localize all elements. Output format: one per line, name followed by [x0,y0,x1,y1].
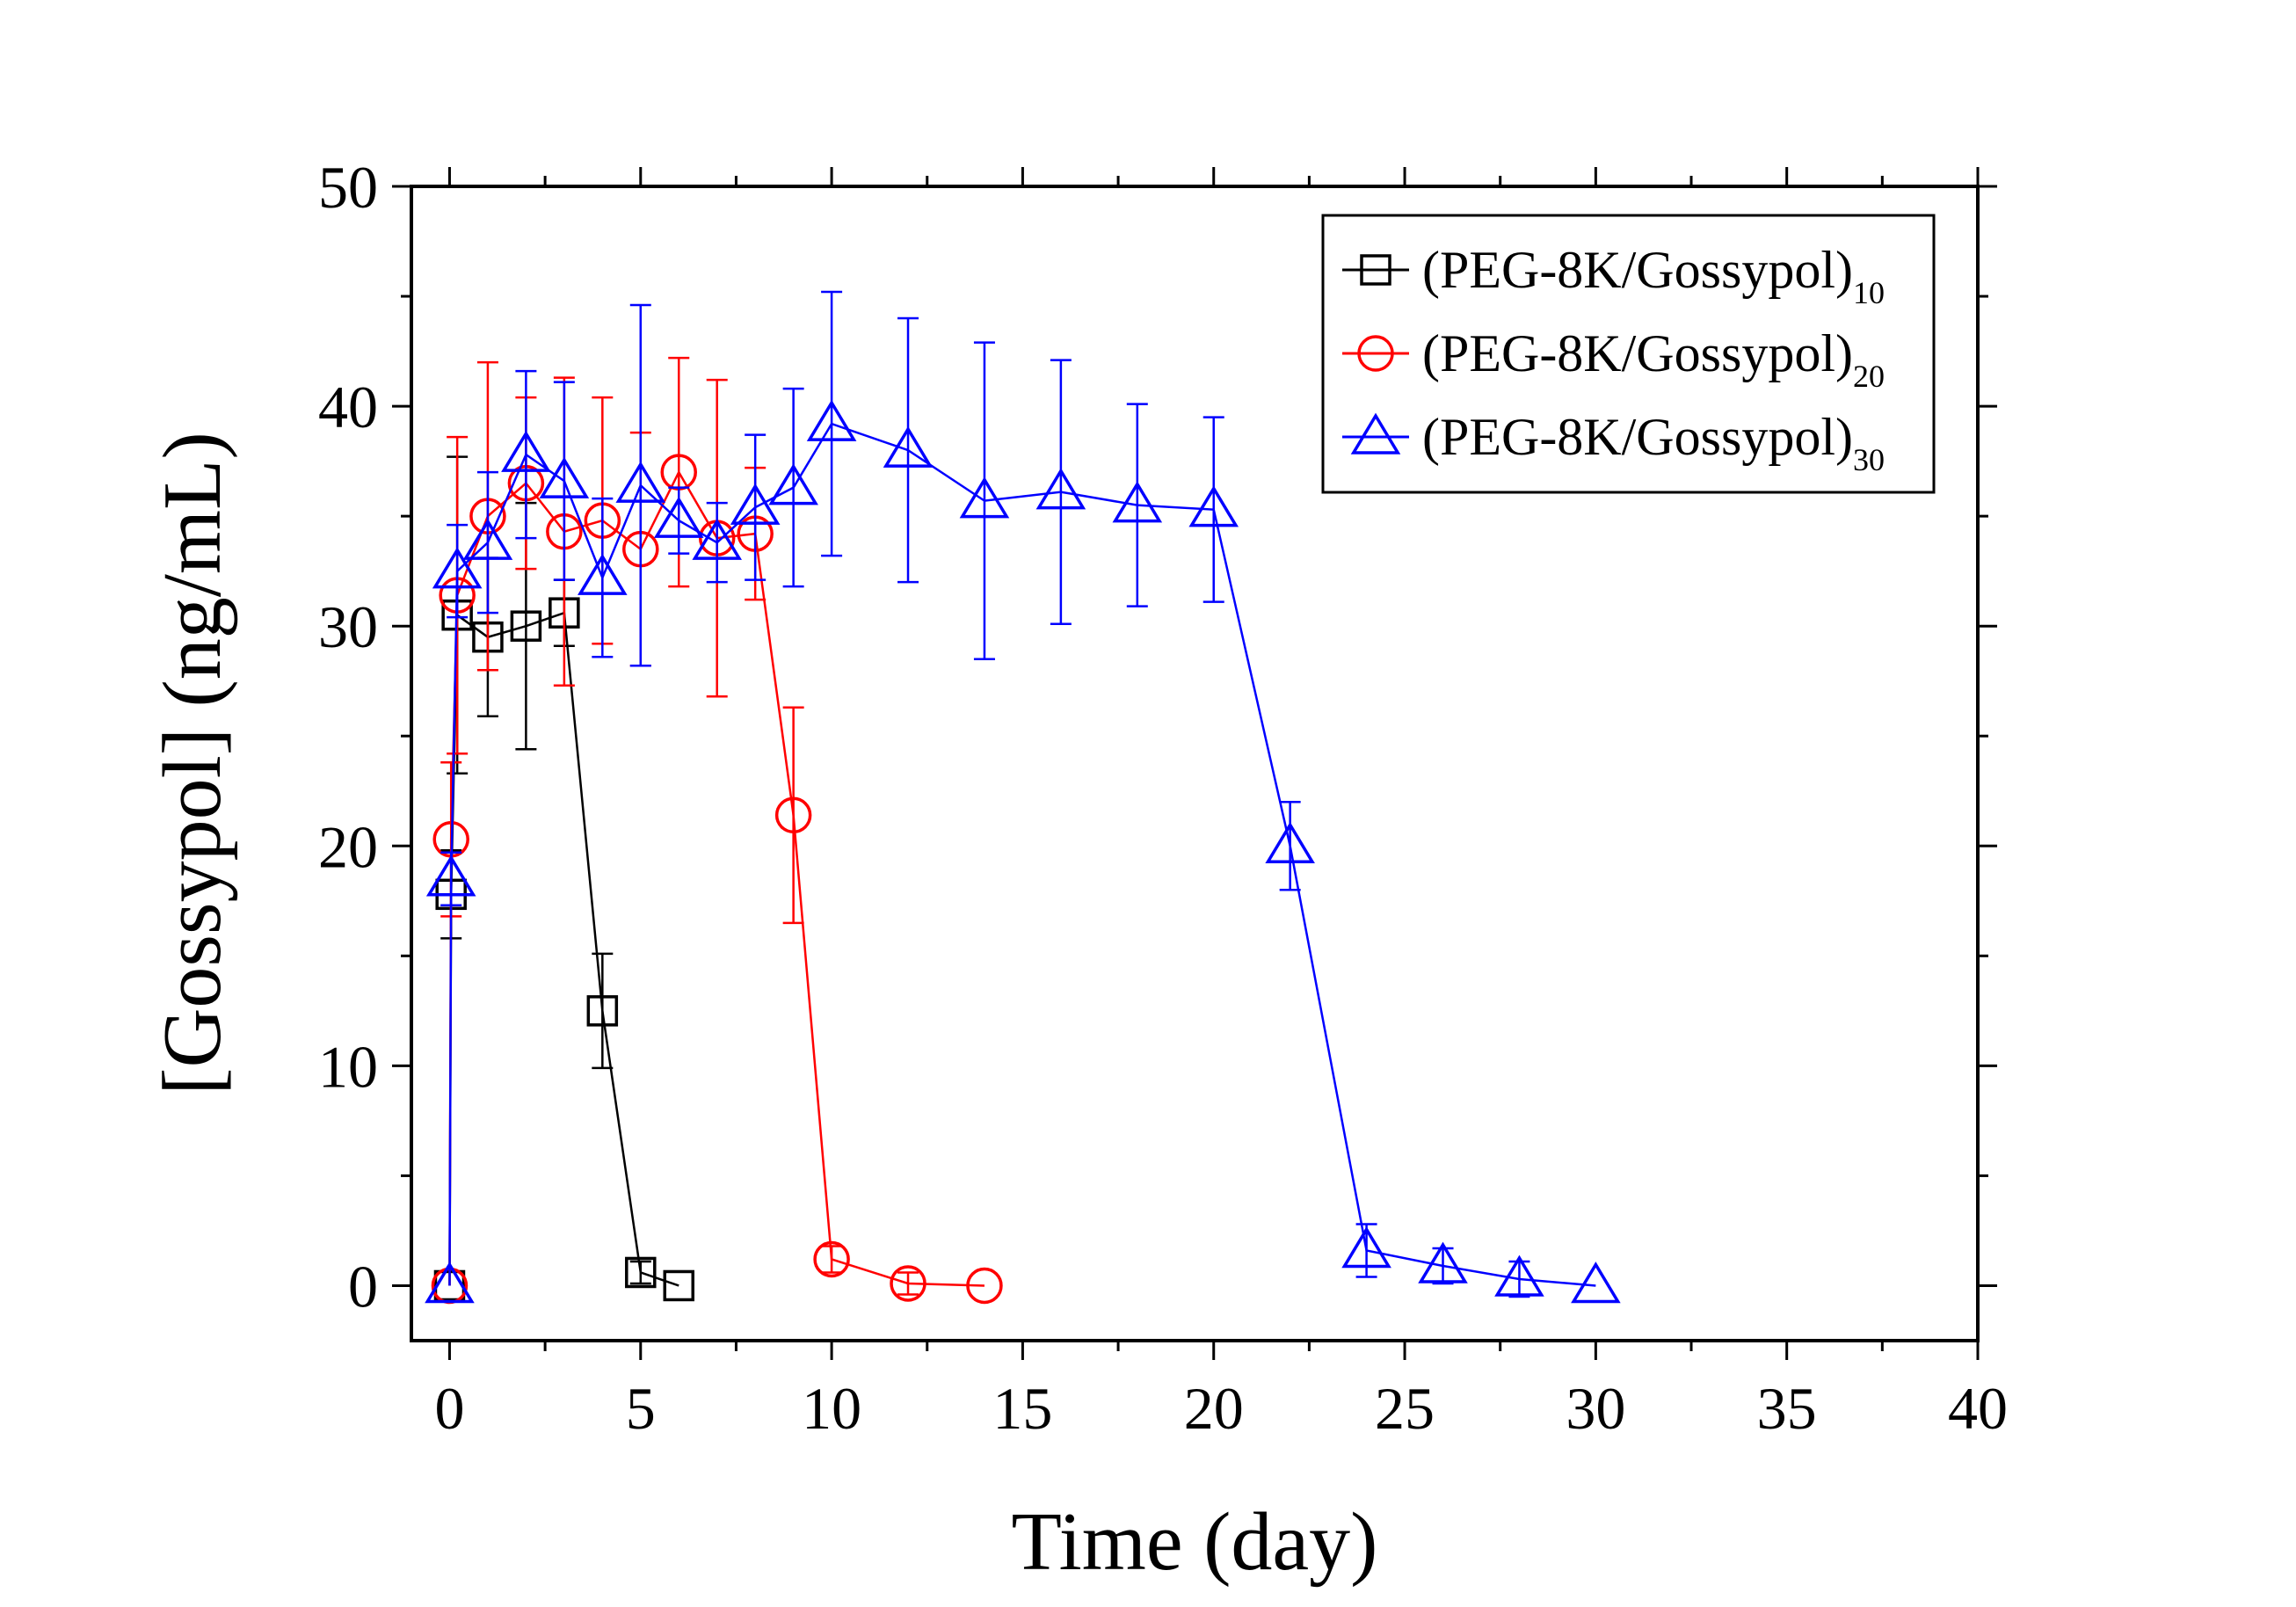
data-point [578,553,628,595]
data-point [1494,1254,1544,1297]
data-point [653,496,704,538]
legend-item: (PEG-8K/Gossypol)30 [1342,408,1885,477]
axis-ticks [392,167,1997,1360]
data-point [501,430,551,472]
x-tick-label: 35 [1757,1375,1817,1442]
data-point [625,1256,657,1289]
legend-label-subscript: 20 [1853,359,1885,394]
data-point [1035,468,1086,510]
data-point [890,1265,926,1302]
x-tick-label: 40 [1948,1375,2008,1442]
data-point [663,1269,694,1302]
legend-label: (PEG-8K/Gossypol)10 [1422,241,1885,310]
x-tick-label: 20 [1184,1375,1244,1442]
legend-label-text: (PEG-8K/Gossypol) [1422,241,1853,299]
data-point [692,518,742,560]
legend-marker [1357,335,1394,372]
x-tick-label: 15 [992,1375,1052,1442]
data-point [432,547,483,589]
legend-label: (PEG-8K/Gossypol)20 [1422,324,1885,394]
y-tick-label: 10 [318,1033,378,1100]
data-point [1418,1241,1468,1283]
series-line [448,611,679,1287]
data-point [539,456,590,498]
legend-marker [1350,412,1401,454]
data-point [1112,481,1163,523]
data-point [806,399,857,441]
legend-label-subscript: 30 [1853,442,1885,477]
y-tick-label: 20 [318,813,378,880]
data-point [774,796,812,834]
data-point [1571,1262,1621,1304]
legend: (PEG-8K/Gossypol)10(PEG-8K/Gossypol)20(P… [1321,214,1936,494]
x-tick-label: 5 [626,1375,656,1442]
data-point [586,995,619,1027]
data-point [883,425,934,468]
legend-marker [1360,254,1391,286]
series-20 [431,356,1003,1305]
legend-label-text: (PEG-8K/Gossypol) [1422,324,1853,382]
legend-item: (PEG-8K/Gossypol)10 [1342,241,1885,310]
legend-label-subscript: 10 [1853,275,1885,310]
data-point [1188,485,1239,527]
y-tick-label: 50 [318,154,378,221]
plot-frame [410,185,1980,1342]
y-tick-label: 0 [348,1253,378,1320]
data-layer [425,290,1621,1305]
y-tick-label: 40 [318,374,378,440]
data-point [966,1267,1003,1305]
data-point [1341,1226,1391,1269]
legend-label-text: (PEG-8K/Gossypol) [1422,408,1853,466]
data-point [959,476,1010,519]
x-axis-title: Time (day) [1012,1496,1378,1588]
data-point [768,463,818,505]
data-point [425,854,476,897]
x-tick-label: 10 [802,1375,861,1442]
data-point [730,483,781,525]
series-30 [425,290,1621,1304]
data-point [615,461,666,503]
axis-labels: 0 5 10 15 20 25 30 35 40 0 10 20 30 40 50 [318,154,2008,1442]
x-tick-label: 0 [434,1375,464,1442]
y-axis-title: [Gossypol] (ng/mL) [147,432,238,1095]
data-point [510,610,542,642]
x-tick-label: 30 [1566,1375,1625,1442]
x-tick-label: 25 [1375,1375,1435,1442]
series-line [448,422,1596,1287]
legend-item: (PEG-8K/Gossypol)20 [1342,324,1885,394]
y-tick-label: 30 [318,593,378,660]
data-point [813,1240,850,1278]
data-point [425,1262,475,1304]
legend-label: (PEG-8K/Gossypol)30 [1422,408,1885,477]
data-point [1265,821,1315,864]
legend-box [1321,214,1936,494]
data-point [462,518,513,560]
